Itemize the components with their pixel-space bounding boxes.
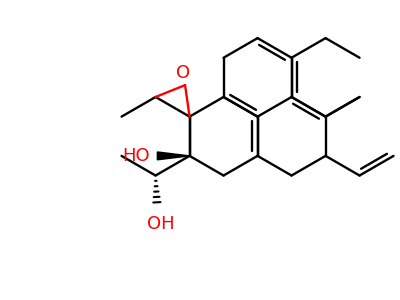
Text: O: O xyxy=(176,64,190,82)
Text: HO: HO xyxy=(123,147,150,165)
Text: OH: OH xyxy=(147,215,175,233)
Polygon shape xyxy=(157,152,190,160)
